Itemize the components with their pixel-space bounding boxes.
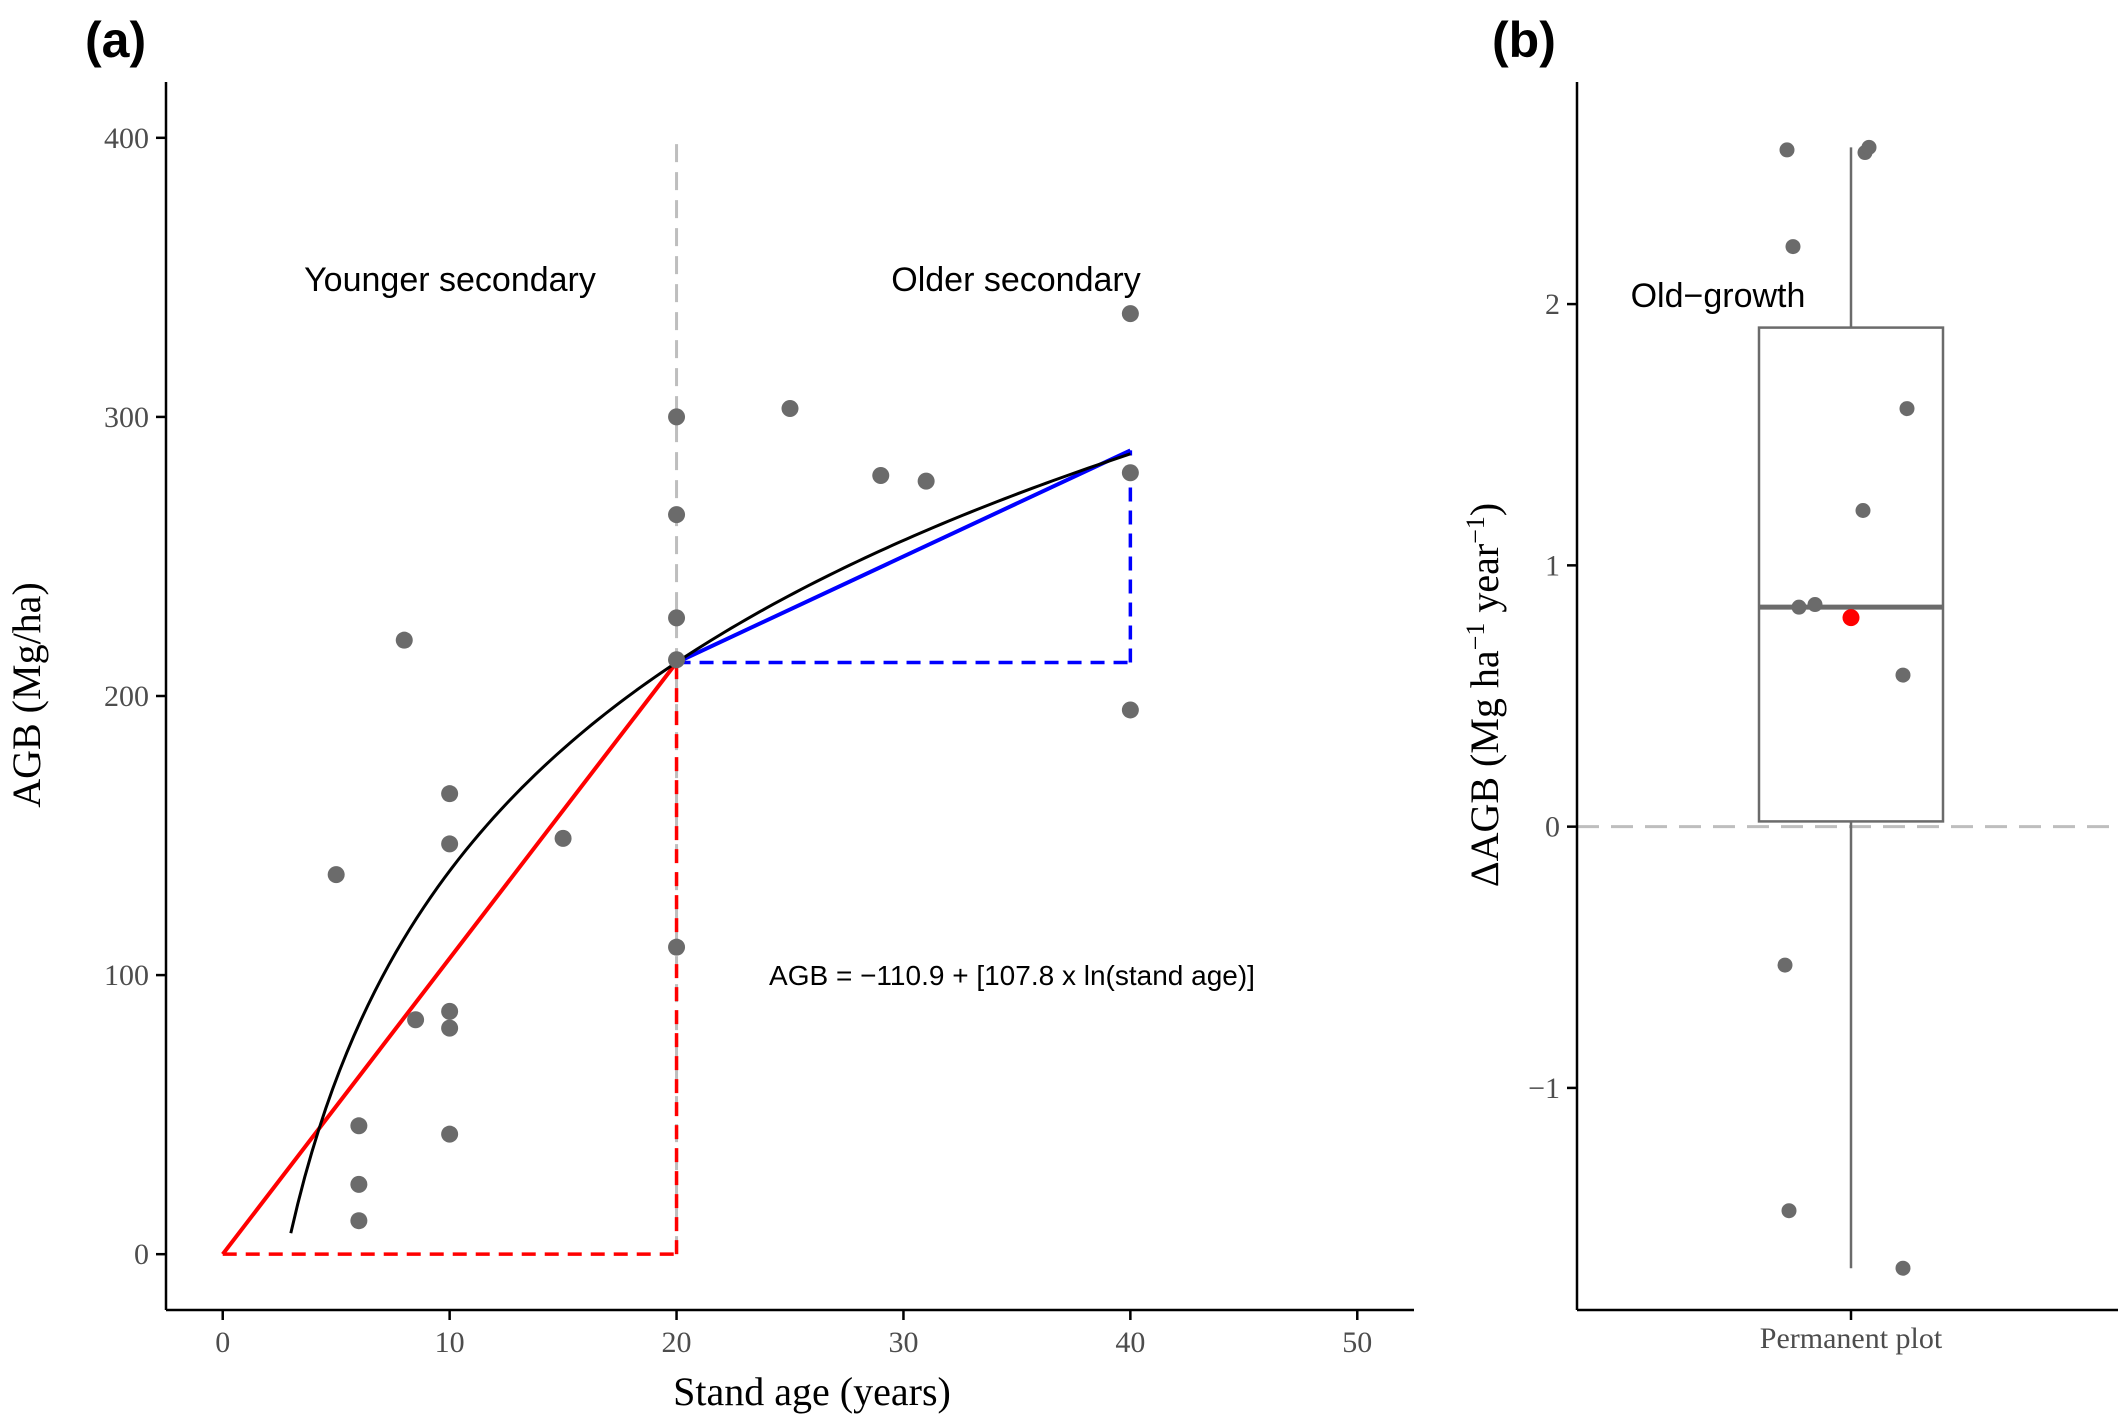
- annotation-older-secondary: Older secondary: [891, 261, 1140, 299]
- data-point-a-13: [668, 506, 686, 524]
- x-tick-label-10: 10: [435, 1326, 465, 1359]
- panel-a-points: [327, 305, 1139, 1230]
- x-tick-label-0: 0: [215, 1326, 230, 1359]
- data-point-a-8: [441, 1002, 459, 1020]
- data-point-b-9: [1777, 957, 1793, 973]
- panel-b: (b) −1 0 1 2 Old−growth Permanent plot ΔAGB…: [1461, 12, 2118, 1355]
- data-point-a-17: [781, 400, 799, 418]
- panel-b-label: (b): [1492, 12, 1556, 68]
- data-point-a-18: [872, 467, 890, 485]
- data-point-a-11: [554, 829, 572, 847]
- panel-b-overlay: [1577, 147, 2118, 1269]
- ylabel-sup-2: −1: [1461, 516, 1490, 544]
- data-point-b-0: [1779, 142, 1795, 158]
- y-tick-label-b-1: 0: [1545, 811, 1560, 844]
- data-point-a-12: [668, 408, 686, 426]
- red-slope-line-0: [221, 661, 679, 1256]
- y-tick-label-b-0: −1: [1528, 1072, 1560, 1105]
- data-point-a-9: [441, 1019, 459, 1037]
- ylabel-year: year: [1462, 544, 1507, 623]
- y-tick-label-b-2: 1: [1545, 549, 1560, 582]
- data-point-a-10: [441, 1125, 459, 1143]
- data-point-b-8: [1895, 667, 1911, 683]
- x-tick-label-40: 40: [1115, 1326, 1145, 1359]
- data-point-a-14: [668, 609, 686, 627]
- x-axis-title: Stand age (years): [673, 1369, 951, 1414]
- data-point-a-21: [1121, 464, 1139, 482]
- data-point-a-0: [327, 866, 345, 884]
- y-tick-label-400: 400: [104, 122, 149, 155]
- ylabel-close: ): [1462, 503, 1507, 516]
- data-point-b-3: [1785, 239, 1801, 255]
- panel-a-ticks: 0 10 20 30 40 50 0 100 200 300 400: [104, 122, 1372, 1359]
- data-point-a-5: [407, 1011, 425, 1029]
- data-point-b-2: [1861, 139, 1877, 155]
- panel-a: (a) 0 10 20 30 40 50 0 100 200 300 400 Younger sec…: [4, 12, 1414, 1414]
- y-tick-label-b-3: 2: [1545, 288, 1560, 321]
- x-tick-label-50: 50: [1342, 1326, 1372, 1359]
- data-point-a-15: [668, 651, 686, 669]
- data-point-a-4: [395, 631, 413, 649]
- panel-a-overlay: [221, 137, 1133, 1256]
- panel-a-label: (a): [85, 12, 146, 68]
- blue-slope-line-1: [675, 448, 1132, 665]
- data-point-a-16: [668, 938, 686, 956]
- data-point-a-1: [350, 1117, 368, 1135]
- y-tick-label-300: 300: [104, 401, 149, 434]
- mean-point: [1842, 609, 1860, 627]
- panel-b-ticks: −1 0 1 2: [1528, 288, 1853, 1320]
- data-point-a-3: [350, 1212, 368, 1230]
- y-axis-title-b: ΔAGB (Mg ha−1 year−1): [1461, 503, 1507, 887]
- data-point-a-6: [441, 785, 459, 803]
- panel-b-points: [1777, 139, 1915, 1276]
- annotation-old-growth: Old−growth: [1631, 277, 1806, 315]
- box-iqr: [1757, 326, 1945, 823]
- y-tick-label-100: 100: [104, 959, 149, 992]
- annotation-younger-secondary: Younger secondary: [304, 261, 596, 299]
- data-point-b-7: [1807, 597, 1823, 613]
- ylabel-agb: AGB (Mg ha: [1462, 650, 1507, 861]
- data-point-a-7: [441, 835, 459, 853]
- y-tick-label-0: 0: [134, 1238, 149, 1271]
- data-point-b-11: [1895, 1260, 1911, 1276]
- x-tick-label-20: 20: [662, 1326, 692, 1359]
- data-point-a-22: [1121, 701, 1139, 719]
- ylabel-sup-1: −1: [1461, 623, 1490, 651]
- x-tick-label-permanent-plot: Permanent plot: [1760, 1322, 1943, 1355]
- ylabel-delta: Δ: [1462, 861, 1507, 887]
- y-tick-label-200: 200: [104, 680, 149, 713]
- data-point-a-2: [350, 1175, 368, 1193]
- data-point-b-10: [1781, 1203, 1797, 1219]
- log-fit-curve: [289, 452, 1131, 1234]
- x-tick-label-30: 30: [888, 1326, 918, 1359]
- data-point-b-4: [1899, 401, 1915, 417]
- regression-formula: AGB = −110.9 + [107.8 x ln(stand age)]: [769, 960, 1255, 991]
- data-point-a-20: [1121, 305, 1139, 323]
- y-axis-title: AGB (Mg/ha): [4, 582, 49, 808]
- data-point-a-19: [917, 472, 935, 490]
- data-point-b-5: [1855, 502, 1871, 518]
- data-point-b-6: [1791, 599, 1807, 615]
